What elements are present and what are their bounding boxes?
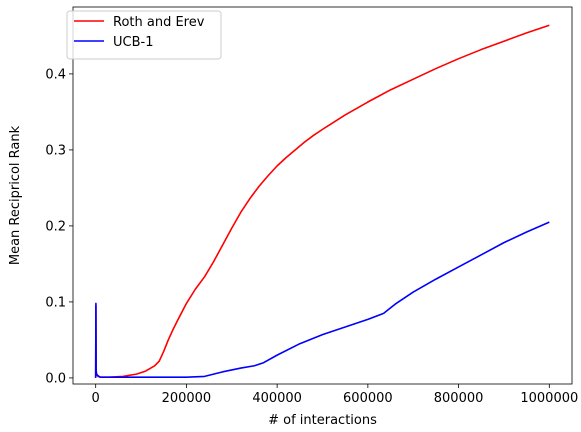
y-axis-label: Mean Recipricol Rank <box>8 125 23 265</box>
x-tick-label: 800000 <box>434 391 484 406</box>
legend-box <box>66 10 222 60</box>
x-axis-label: # of interactions <box>268 413 377 428</box>
x-tick-label: 200000 <box>162 391 212 406</box>
series-layer <box>94 24 550 378</box>
x-tick-label: 1000000 <box>520 391 578 406</box>
x-tick-label: 400000 <box>252 391 302 406</box>
x-tick-labels: 0 200000 400000 600000 800000 1000000 <box>92 391 579 406</box>
legend-label: Roth and Erev <box>113 15 205 30</box>
series-line-roth-and-erev <box>94 24 550 378</box>
y-tick-label: 0.2 <box>45 219 66 234</box>
x-tick-label: 0 <box>92 391 100 406</box>
x-tick-marks <box>95 384 550 388</box>
y-tick-label: 0.3 <box>45 143 66 158</box>
y-tick-label: 0.1 <box>45 295 66 310</box>
y-tick-labels: 0.0 0.1 0.2 0.3 0.4 <box>45 67 66 386</box>
y-tick-label: 0.0 <box>45 371 66 386</box>
legend: Roth and Erev UCB-1 <box>66 10 222 60</box>
legend-label: UCB-1 <box>113 35 153 50</box>
x-tick-label: 600000 <box>343 391 393 406</box>
plot-frame <box>72 6 573 385</box>
series-line-ucb-1 <box>94 221 550 378</box>
y-tick-marks <box>69 73 73 379</box>
y-tick-label: 0.4 <box>45 67 66 82</box>
